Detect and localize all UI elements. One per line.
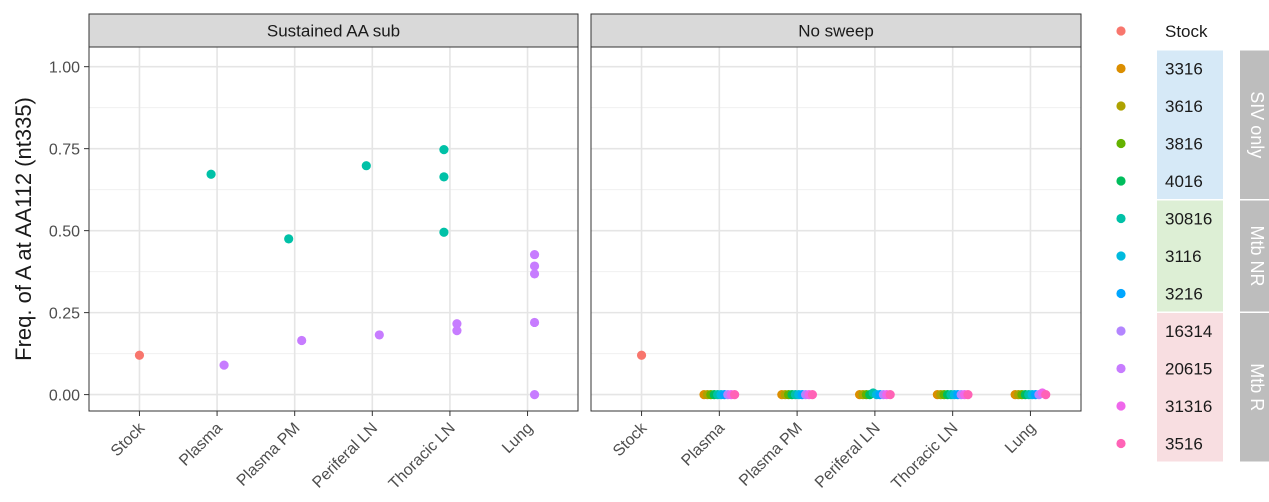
legend-label: 30816 xyxy=(1165,210,1212,229)
facet-panel: Sustained AA sub 0.00 0.25 0.50 0.75 1.00 Stoc… xyxy=(49,13,579,493)
legend-key xyxy=(1116,288,1126,299)
x-tick-label: Lung xyxy=(499,420,536,457)
y-tick-label: 0.00 xyxy=(49,388,80,405)
facet-panel: No sweep Stock Plasma Plasma PM Periferal LN… xyxy=(590,13,1082,493)
panel-border xyxy=(590,46,1082,412)
legend-label: 3516 xyxy=(1165,435,1203,454)
data-point xyxy=(439,227,449,237)
data-point xyxy=(206,169,216,179)
y-tick-label: 0.25 xyxy=(49,306,80,323)
legend-label: 3216 xyxy=(1165,285,1203,304)
data-point xyxy=(807,390,818,400)
data-point xyxy=(1041,390,1051,400)
legend-group-box xyxy=(1157,313,1223,462)
legend-label: Stock xyxy=(1165,22,1208,41)
x-tick-label: Thoracic LN xyxy=(386,420,459,493)
legend-key xyxy=(1116,326,1126,336)
legend-key xyxy=(1116,213,1126,224)
x-tick-label: Plasma xyxy=(176,420,226,470)
x-tick-label: Lung xyxy=(1002,420,1039,457)
legend-label: 3616 xyxy=(1165,97,1203,116)
y-axis-label: Freq. of A at AA112 (nt335) xyxy=(11,97,36,361)
data-point xyxy=(529,269,540,279)
data-point xyxy=(885,390,895,400)
legend-label: 16314 xyxy=(1165,322,1212,341)
data-point xyxy=(529,261,540,271)
x-tick-label: Plasma PM xyxy=(736,420,806,490)
x-tick-label: Stock xyxy=(108,419,149,460)
legend-key xyxy=(1116,138,1126,149)
legend-label: 20615 xyxy=(1165,360,1212,379)
legend-group-box xyxy=(1157,200,1223,312)
legend: SIV only Mtb NR Mtb R Stock 3316 3616 3816 4016… xyxy=(1116,22,1269,462)
plot-area xyxy=(591,47,1081,411)
legend-label: 31316 xyxy=(1165,397,1212,416)
legend-label: 3816 xyxy=(1165,135,1203,154)
x-tick-label: Plasma xyxy=(678,420,728,470)
facet-strip xyxy=(88,13,579,48)
legend-key xyxy=(1116,438,1126,449)
y-tick-label: 0.75 xyxy=(49,142,80,159)
x-tick-label: Periferal LN xyxy=(812,420,884,492)
legend-key xyxy=(1116,101,1126,111)
data-point xyxy=(452,326,462,336)
legend-key xyxy=(1116,26,1126,36)
facet-title: No sweep xyxy=(798,22,874,41)
data-point xyxy=(529,249,540,260)
facet-title: Sustained AA sub xyxy=(267,22,400,41)
legend-label: 4016 xyxy=(1165,172,1203,191)
legend-key xyxy=(1116,363,1126,374)
legend-group-label: Mtb NR xyxy=(1247,225,1267,286)
legend-group-label: Mtb R xyxy=(1247,363,1267,411)
legend-group-strip xyxy=(1240,313,1269,462)
legend-key xyxy=(1116,251,1126,261)
data-point xyxy=(361,161,371,171)
x-tick-label: Plasma PM xyxy=(234,420,304,490)
legend-group-label: SIV only xyxy=(1247,91,1267,158)
data-point xyxy=(219,360,229,370)
legend-key xyxy=(1116,63,1126,74)
data-point xyxy=(636,350,647,360)
data-point xyxy=(963,390,973,400)
data-point xyxy=(439,145,449,155)
legend-key xyxy=(1116,401,1126,411)
x-tick-label: Stock xyxy=(610,419,651,460)
data-point xyxy=(374,330,384,340)
data-point xyxy=(439,172,449,182)
data-point xyxy=(730,390,740,400)
x-tick-label: Periferal LN xyxy=(309,420,381,492)
facet-panels: Sustained AA sub 0.00 0.25 0.50 0.75 1.00 Stoc… xyxy=(49,13,1082,493)
data-point xyxy=(284,234,294,244)
x-tick-label: Thoracic LN xyxy=(888,420,961,493)
legend-group-box xyxy=(1157,50,1223,199)
data-point xyxy=(134,350,145,360)
data-point xyxy=(452,319,462,329)
y-tick-label: 0.50 xyxy=(49,224,80,241)
panel-border xyxy=(88,46,579,412)
data-point xyxy=(297,335,307,346)
data-point xyxy=(529,317,540,328)
legend-label: 3116 xyxy=(1165,247,1202,266)
legend-group-strip xyxy=(1240,50,1269,199)
legend-group-strip xyxy=(1240,200,1269,312)
legend-key xyxy=(1116,176,1126,186)
plot-area xyxy=(89,47,578,411)
facet-strip xyxy=(590,13,1082,48)
y-tick-label: 1.00 xyxy=(49,60,80,77)
data-point xyxy=(529,390,540,400)
legend-label: 3316 xyxy=(1165,60,1203,79)
